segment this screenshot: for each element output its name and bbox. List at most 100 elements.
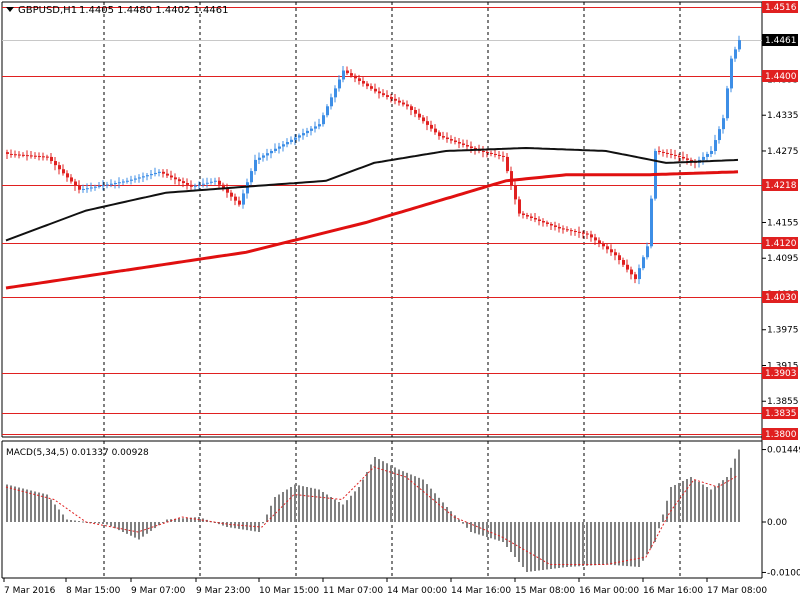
- macd-bar: [714, 486, 716, 522]
- macd-bar: [466, 522, 468, 528]
- macd-bar: [530, 522, 532, 572]
- macd-bar: [470, 522, 472, 532]
- macd-bar: [430, 488, 432, 522]
- macd-bar: [54, 504, 56, 522]
- macd-bar: [414, 476, 416, 522]
- macd-bar: [22, 488, 24, 522]
- macd-bar: [474, 522, 476, 534]
- candle-body: [566, 229, 569, 231]
- macd-bar: [374, 457, 376, 522]
- macd-bar: [74, 520, 76, 522]
- macd-bar: [194, 517, 196, 522]
- candle-body: [610, 249, 613, 253]
- macd-bar: [434, 493, 436, 522]
- candle-body: [634, 274, 637, 280]
- macd-bar: [618, 522, 620, 566]
- candle-body: [78, 185, 81, 190]
- candle-body: [202, 183, 205, 185]
- candle-body: [90, 187, 93, 189]
- candle-body: [514, 185, 517, 200]
- macd-bar: [538, 522, 540, 571]
- macd-bar: [622, 522, 624, 566]
- candle-body: [14, 154, 17, 156]
- symbol-label: GBPUSD,H1: [18, 5, 77, 16]
- level-lines: [2, 7, 762, 435]
- candle-body: [214, 180, 217, 182]
- candle-body: [58, 165, 61, 170]
- candle-body: [114, 183, 117, 185]
- candle-body: [326, 106, 329, 116]
- candle-body: [98, 185, 101, 187]
- macd-bar: [626, 522, 628, 567]
- macd-bar: [102, 522, 104, 524]
- candle-body: [274, 148, 277, 151]
- macd-bar: [358, 487, 360, 522]
- candle-body: [542, 220, 545, 223]
- time-label: 16 Mar 00:00: [579, 586, 639, 596]
- candle-body: [146, 175, 149, 177]
- macd-bar: [282, 492, 284, 522]
- candle-body: [434, 128, 437, 133]
- macd-bar: [182, 518, 184, 522]
- candle-body: [454, 140, 457, 143]
- candle-body: [46, 156, 49, 158]
- candle-body: [210, 181, 213, 183]
- axis-labels: 1.43951.43351.42751.42151.41551.40951.40…: [3, 1, 800, 596]
- candle-body: [354, 75, 357, 79]
- macd-bar: [494, 522, 496, 540]
- candle-body: [10, 153, 13, 155]
- candle-body: [178, 179, 181, 182]
- time-label: 14 Mar 16:00: [451, 586, 511, 596]
- macd-bar: [550, 522, 552, 569]
- macd-bar: [362, 479, 364, 522]
- macd-bar: [122, 522, 124, 532]
- macd-bar: [630, 522, 632, 567]
- candle-body: [470, 146, 473, 148]
- candle-body: [134, 178, 137, 180]
- candle-body: [334, 88, 337, 98]
- macd-bar: [658, 522, 660, 529]
- macd-bar: [354, 491, 356, 522]
- candle-body: [618, 255, 621, 261]
- symbol-header[interactable]: GBPUSD,H1 1.4405 1.4480 1.4402 1.4461: [6, 5, 229, 16]
- macd-bar: [42, 493, 44, 522]
- candle-body: [406, 104, 409, 107]
- candle-body: [690, 159, 693, 162]
- macd-bar: [326, 494, 328, 522]
- macd-bar: [162, 522, 164, 523]
- candle-body: [574, 230, 577, 232]
- dropdown-triangle-icon[interactable]: [6, 7, 14, 12]
- candle-body: [494, 153, 497, 155]
- candle-body: [290, 139, 293, 143]
- candle-body: [30, 155, 33, 157]
- candle-body: [442, 136, 445, 138]
- candle-body: [230, 192, 233, 197]
- candle-body: [238, 200, 241, 205]
- macd-histogram: [5, 449, 740, 572]
- macd-bar: [398, 469, 400, 522]
- macd-bar: [142, 522, 144, 537]
- candle-body: [646, 246, 649, 258]
- macd-bar: [646, 522, 648, 555]
- candle-body: [734, 49, 737, 59]
- macd-bar: [382, 461, 384, 522]
- macd-bar: [406, 472, 408, 522]
- macd-bar: [138, 522, 140, 540]
- candle-body: [86, 188, 89, 190]
- macd-bar: [454, 515, 456, 522]
- level-label-box: [762, 237, 798, 249]
- macd-bar: [322, 492, 324, 522]
- candle-body: [126, 180, 129, 182]
- macd-tick-label: -0.01009: [767, 568, 800, 578]
- macd-bar: [114, 522, 116, 529]
- candle-body: [318, 124, 321, 127]
- candle-body: [510, 171, 513, 186]
- macd-bar: [98, 522, 100, 524]
- macd-bar: [274, 497, 276, 522]
- price-tick-label: 1.4275: [767, 147, 799, 157]
- time-label: 8 Mar 15:00: [66, 586, 121, 596]
- macd-bar: [294, 484, 296, 522]
- macd-bar: [730, 467, 732, 522]
